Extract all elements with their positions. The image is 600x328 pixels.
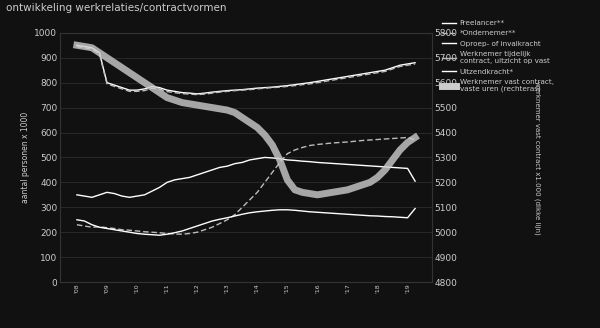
Text: ontwikkeling werkrelaties/contractvormen: ontwikkeling werkrelaties/contractvormen xyxy=(6,3,227,13)
Legend: Freelancer**, *Ondernemer**, Oproep- of invalkracht, Werknemer tijdelijk
contrac: Freelancer**, *Ondernemer**, Oproep- of … xyxy=(442,20,554,92)
Y-axis label: aantal personen x 1000: aantal personen x 1000 xyxy=(21,112,30,203)
Y-axis label: werknemer vast contract x1.000 (dikke lijn): werknemer vast contract x1.000 (dikke li… xyxy=(534,81,541,234)
